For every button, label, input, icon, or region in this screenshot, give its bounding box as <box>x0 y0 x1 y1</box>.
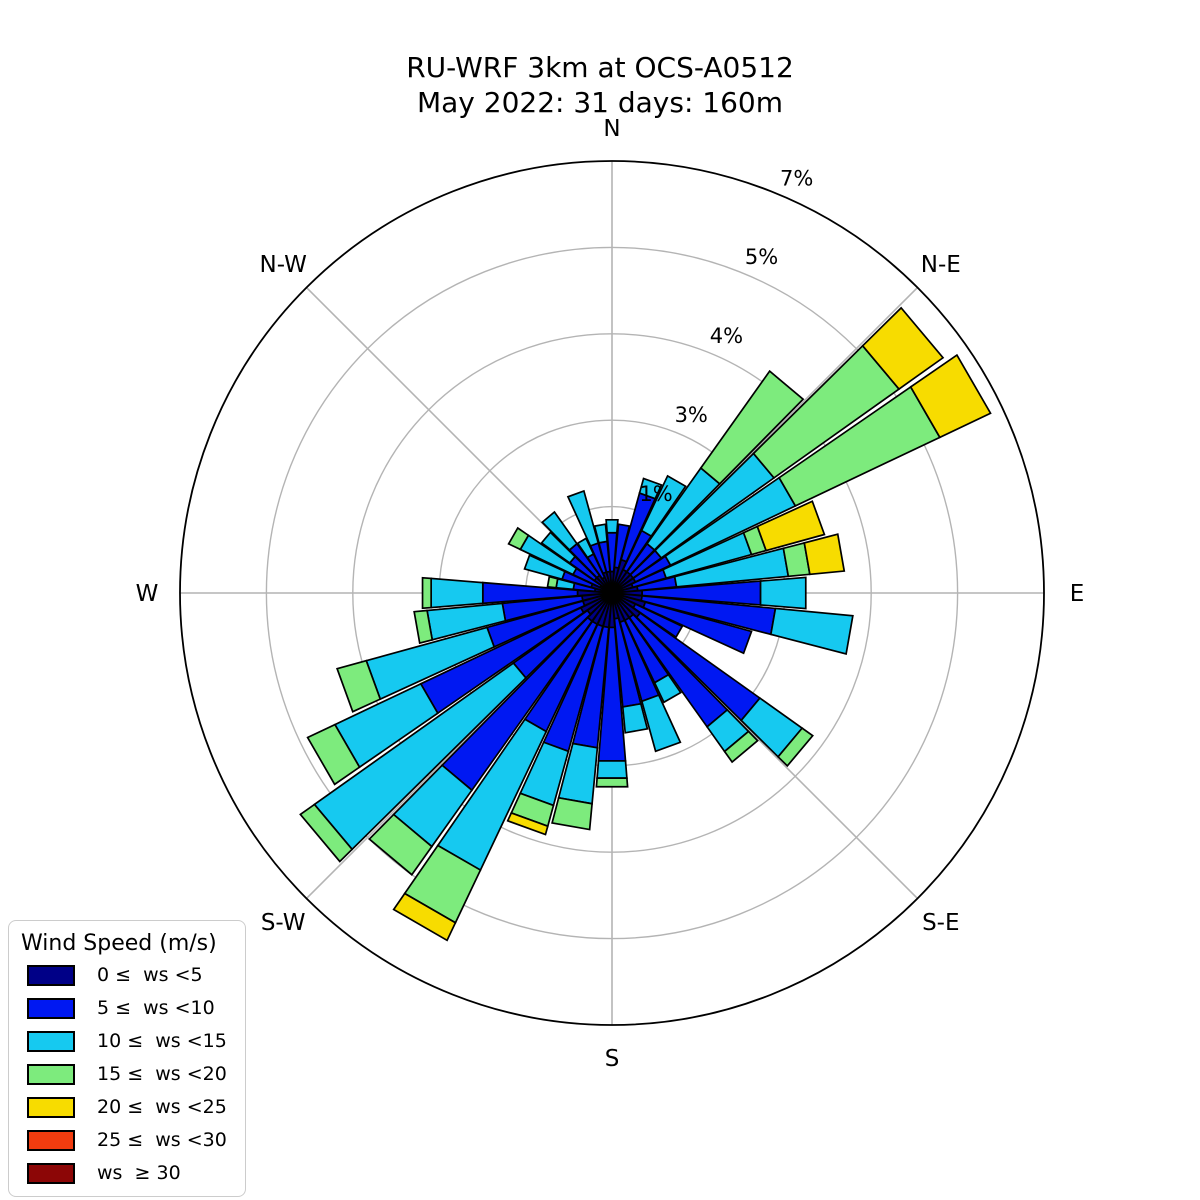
direction-label-N-E: N-E <box>921 252 961 278</box>
petal-segment-dir180-bin2 <box>596 760 628 780</box>
legend-label: 5 ≤ ws <10 <box>97 997 215 1019</box>
petal-segment-dir320-bin2 <box>540 510 579 552</box>
direction-label-N: N <box>603 116 620 142</box>
legend-swatch-icon <box>27 1129 75 1151</box>
petal-segment-dir340-bin2 <box>566 489 600 547</box>
petal-segment-dir60-bin4 <box>909 353 992 439</box>
petal-segment-dir100-bin2 <box>769 607 854 656</box>
legend-label: 10 ≤ ws <15 <box>97 1030 227 1052</box>
petal-segment-dir30-bin2 <box>640 474 687 538</box>
petal-segment-dir130-bin3 <box>776 726 814 768</box>
petal-segment-dir160-bin2 <box>640 694 682 753</box>
legend-row-3: 15 ≤ ws <20 <box>27 1063 239 1085</box>
radial-tick-label: 1% <box>639 482 672 506</box>
outer-ring <box>179 160 1045 1026</box>
petal-segment-dir220-bin3 <box>368 813 433 876</box>
petal-segment-dir210-bin4 <box>392 892 457 942</box>
petal-segment-dir310-bin2 <box>540 531 577 565</box>
petal-segment-dir50-bin4 <box>861 306 945 391</box>
petal-segment-dir140-bin3 <box>723 730 759 764</box>
legend-label: ws ≥ 30 <box>97 1162 181 1184</box>
petal-segment-dir230-bin3 <box>299 803 354 863</box>
legend-row-1: 5 ≤ ws <10 <box>27 997 239 1019</box>
direction-label-W: W <box>136 581 159 607</box>
direction-label-E: E <box>1070 581 1085 607</box>
petal-segment-dir180-bin3 <box>595 777 629 788</box>
petal-segment-dir200-bin4 <box>506 811 549 836</box>
legend-row-4: 20 ≤ ws <25 <box>27 1096 239 1118</box>
petal-segment-dir270-bin3 <box>421 576 432 610</box>
legend-row-0: 0 ≤ ws <5 <box>27 964 239 986</box>
petal-segment-dir10-bin1 <box>613 523 631 569</box>
petal-segment-dir170-bin2 <box>621 702 649 734</box>
direction-labels: N N-E E S-E S S-W W N-W <box>136 116 1085 1072</box>
legend-label: 0 ≤ ws <5 <box>97 964 203 986</box>
legend-swatch-icon <box>27 964 75 986</box>
radial-tick-labels: 1% 3% 4% 5% 7% <box>639 166 813 506</box>
petal-segment-dir280-bin3 <box>546 575 559 589</box>
petal-segment-dir240-bin3 <box>306 723 361 786</box>
petal-segment-dir300-bin3 <box>507 526 530 551</box>
legend-label: 25 ≤ ws <30 <box>97 1129 227 1151</box>
petal-segment-dir290-bin2 <box>523 554 566 581</box>
windrose-petals <box>299 306 992 942</box>
legend-row-6: ws ≥ 30 <box>27 1162 239 1184</box>
radial-tick-label: 7% <box>780 166 813 190</box>
legend-title: Wind Speed (m/s) <box>21 931 217 956</box>
direction-label-S: S <box>605 1046 620 1072</box>
legend-swatch-icon <box>27 1162 75 1184</box>
petal-segment-dir270-bin2 <box>430 577 484 609</box>
direction-label-N-W: N-W <box>260 252 307 278</box>
petal-segment-dir150-bin2 <box>653 673 682 704</box>
radial-tick-label: 4% <box>710 324 743 348</box>
petal-segment-dir190-bin3 <box>551 796 593 831</box>
petal-segment-dir250-bin3 <box>336 659 382 713</box>
legend-row-5: 25 ≤ ws <30 <box>27 1129 239 1151</box>
petal-segment-dir90-bin2 <box>759 576 807 610</box>
grid-ring <box>265 246 959 940</box>
legend-label: 20 ≤ ws <25 <box>97 1096 227 1118</box>
legend-rows: 0 ≤ ws <5 5 ≤ ws <10 10 ≤ ws <15 15 ≤ ws <2… <box>19 964 239 1184</box>
petal-segment-dir0-bin2 <box>605 518 619 534</box>
legend-swatch-icon <box>27 997 75 1019</box>
legend: Wind Speed (m/s) 0 ≤ ws <5 5 ≤ ws <10 10 ≤… <box>8 920 246 1197</box>
petal-segment-dir110-bin1 <box>642 601 753 655</box>
petal-segment-dir20-bin2 <box>638 477 663 500</box>
grid-ring <box>352 333 872 853</box>
radial-tick-label: 5% <box>745 245 778 269</box>
petal-segment-dir120-bin1 <box>632 603 684 639</box>
legend-row-2: 10 ≤ ws <15 <box>27 1030 239 1052</box>
legend-label: 15 ≤ ws <20 <box>97 1063 227 1085</box>
petal-segment-dir70-bin4 <box>756 500 826 552</box>
legend-swatch-icon <box>27 1096 75 1118</box>
petal-segment-dir80-bin4 <box>803 533 846 576</box>
legend-swatch-icon <box>27 1030 75 1052</box>
petal-segment-dir40-bin3 <box>699 369 805 485</box>
legend-swatch-icon <box>27 1063 75 1085</box>
direction-label-S-W: S-W <box>261 910 306 936</box>
petal-segment-dir260-bin3 <box>413 609 434 645</box>
direction-label-S-E: S-E <box>922 910 959 936</box>
petal-segment-dir350-bin2 <box>593 523 609 544</box>
radial-tick-label: 3% <box>675 403 708 427</box>
